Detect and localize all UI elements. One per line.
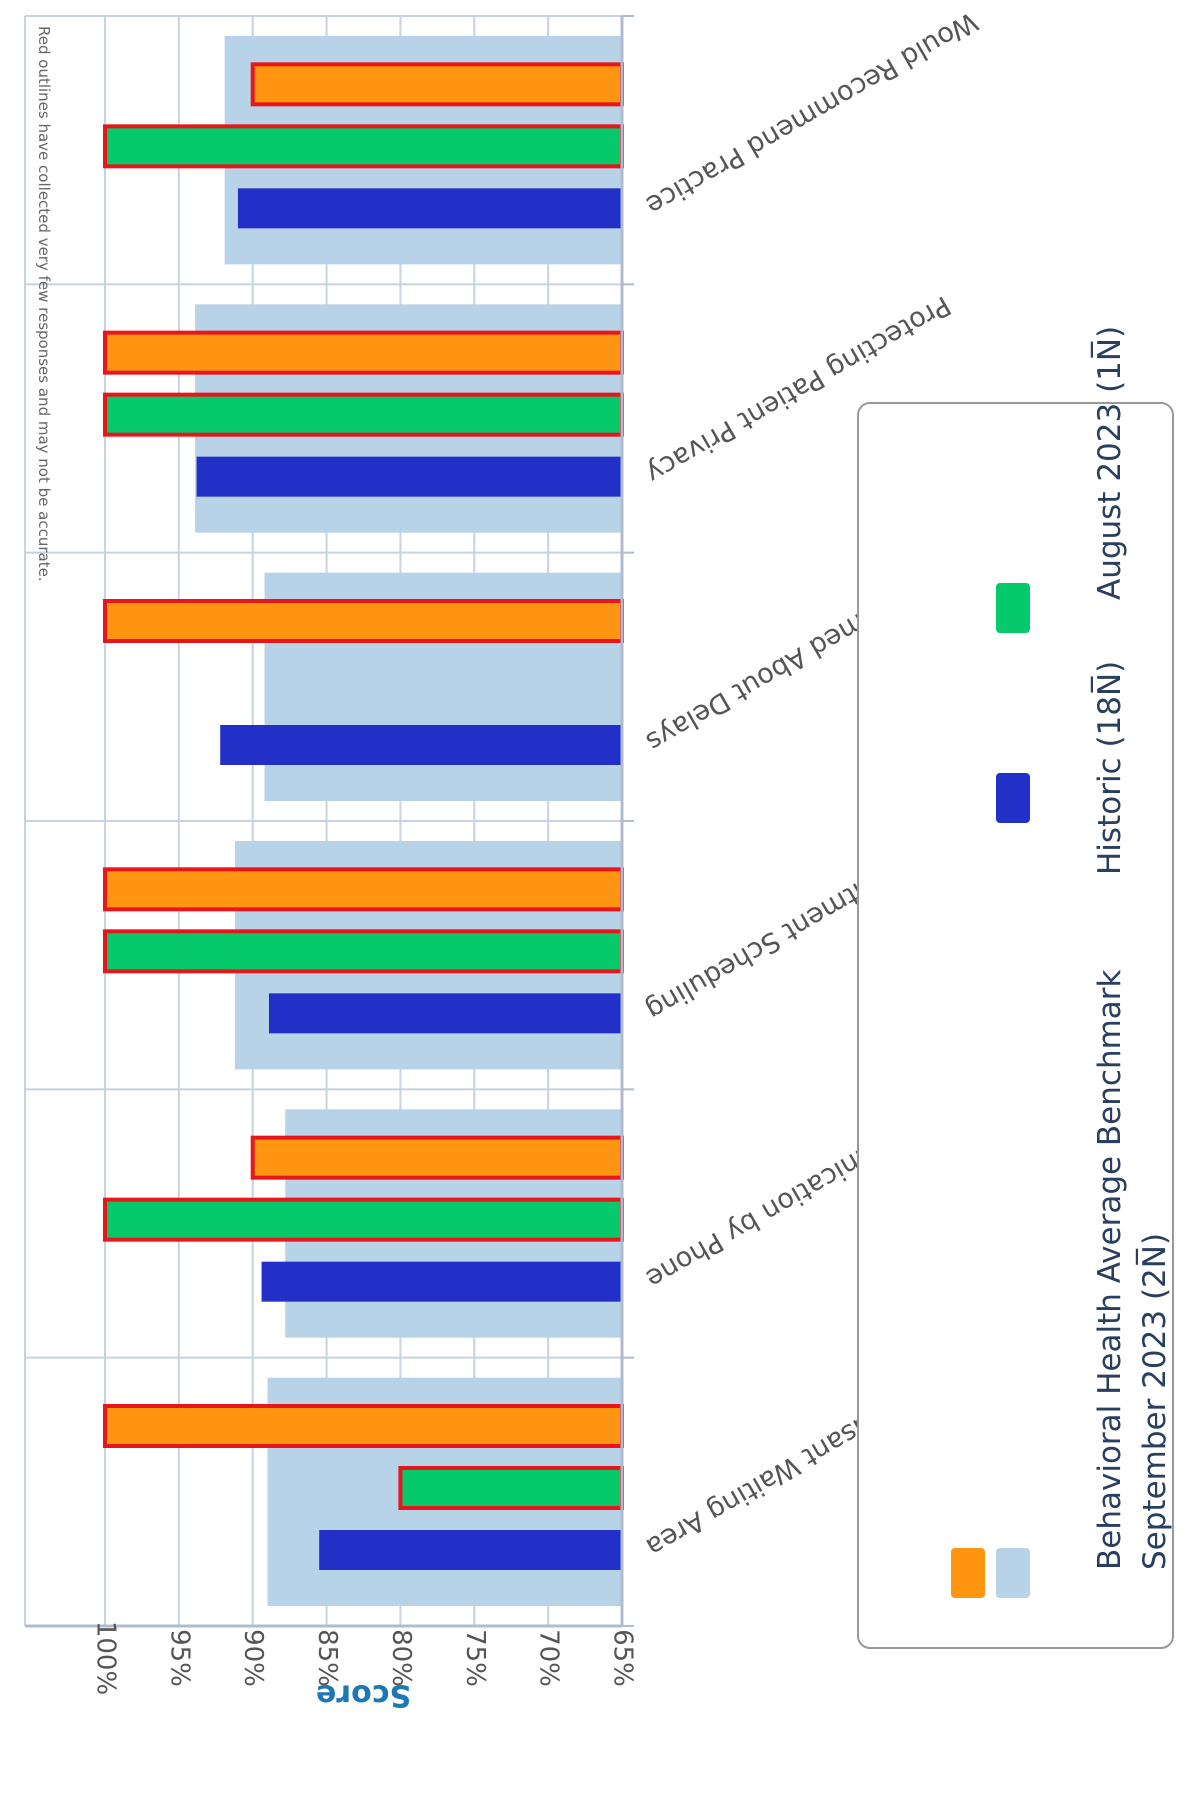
bar-september [250, 1135, 624, 1180]
bar-historic [319, 1530, 622, 1570]
y-tick-label: 75% [460, 1629, 490, 1687]
bar-historic [268, 993, 622, 1034]
bar-historic [261, 1261, 622, 1302]
bar-historic [237, 188, 622, 229]
y-tick-label: 90% [238, 1629, 268, 1687]
y-axis-title: Score [316, 1678, 411, 1713]
legend-label-september: September 2023 (2N̅) [1135, 1233, 1173, 1570]
legend-label-historic: Historic (18N̅) [1090, 661, 1128, 875]
note-text: Red outlines have collected very few res… [35, 26, 53, 582]
y-tick-label: 65% [608, 1629, 638, 1687]
legend-swatch [996, 583, 1030, 633]
legend-swatch [951, 1548, 985, 1598]
y-tick-label: 100% [91, 1621, 121, 1695]
y-tick-label: 85% [312, 1629, 342, 1687]
legend [857, 402, 1174, 1649]
bar-august [103, 124, 624, 169]
bar-august [103, 1197, 624, 1242]
bar-historic [220, 725, 622, 765]
bar-august [398, 1466, 624, 1510]
axes [25, 15, 634, 1628]
y-tick-label: 95% [164, 1629, 194, 1687]
bar-august [103, 392, 624, 437]
bar-september [103, 867, 624, 912]
bar-september [103, 330, 624, 375]
legend-box [857, 402, 1174, 1649]
bar-september [103, 1404, 624, 1448]
legend-label-benchmark: Behavioral Health Average Benchmark [1092, 969, 1128, 1570]
legend-label-august: August 2023 (1N̅) [1090, 326, 1128, 600]
bar-september [103, 599, 624, 643]
bar-august [103, 929, 624, 974]
bar-historic [196, 456, 622, 497]
bar-september [250, 62, 624, 107]
legend-swatch [996, 773, 1030, 823]
bars [103, 36, 624, 1606]
y-tick-label: 70% [534, 1629, 564, 1687]
gridlines [24, 15, 623, 1627]
legend-swatch [996, 1548, 1030, 1598]
category-label: Would Recommend Practice [641, 5, 983, 221]
y-tick-label: 80% [386, 1629, 416, 1687]
